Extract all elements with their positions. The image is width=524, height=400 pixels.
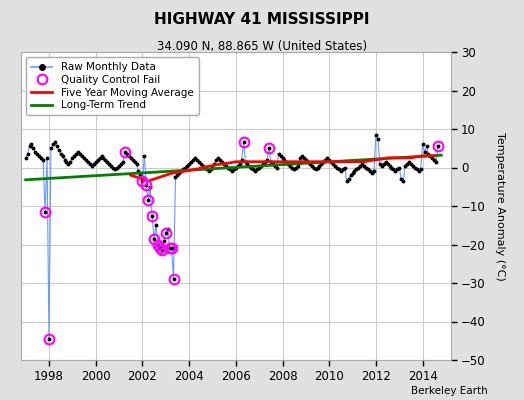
Y-axis label: Temperature Anomaly (°C): Temperature Anomaly (°C) xyxy=(495,132,505,280)
Text: 34.090 N, 88.865 W (United States): 34.090 N, 88.865 W (United States) xyxy=(157,40,367,53)
Text: Berkeley Earth: Berkeley Earth xyxy=(411,386,487,396)
Text: HIGHWAY 41 MISSISSIPPI: HIGHWAY 41 MISSISSIPPI xyxy=(154,12,370,27)
Legend: Raw Monthly Data, Quality Control Fail, Five Year Moving Average, Long-Term Tren: Raw Monthly Data, Quality Control Fail, … xyxy=(26,57,199,116)
